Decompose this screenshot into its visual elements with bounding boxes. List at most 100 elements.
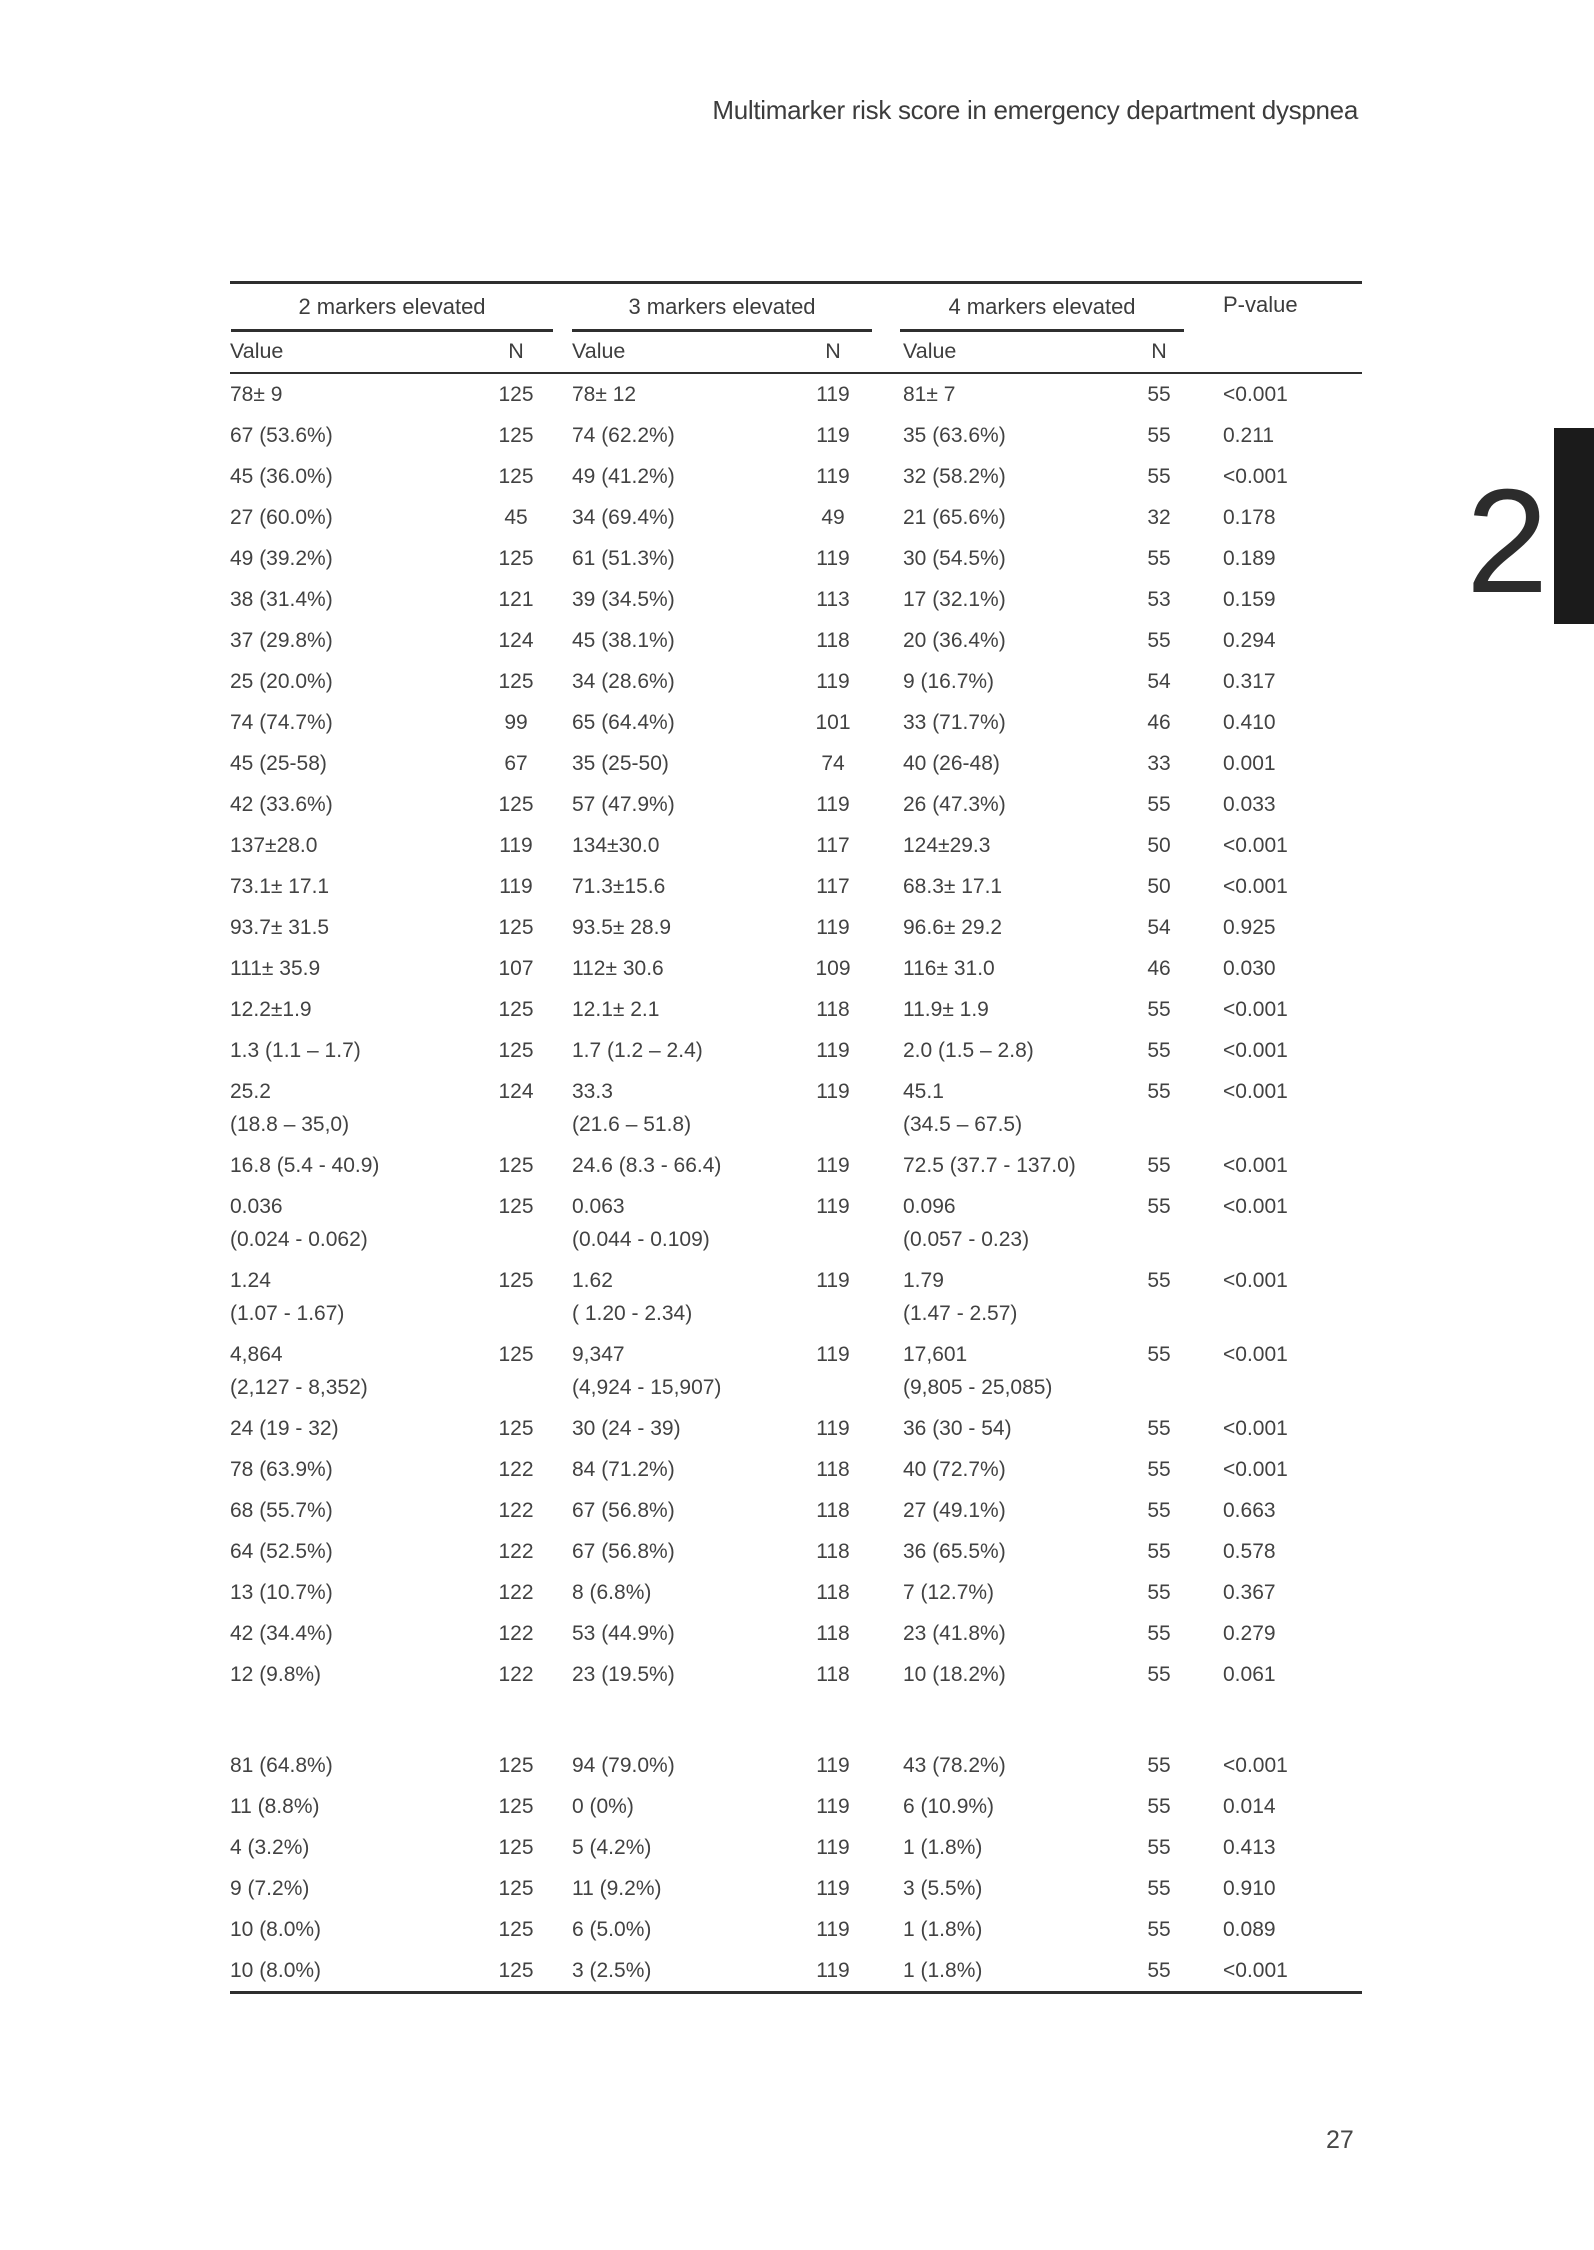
page-number: 27: [1326, 2126, 1354, 2154]
p-value-cell: 0.001: [1223, 752, 1276, 775]
value-cell: 42 (33.6%): [230, 793, 333, 816]
n-cell: 67: [504, 752, 528, 775]
value-cell: 61 (51.3%): [572, 547, 675, 570]
n-column-header: N: [793, 333, 873, 374]
p-value-cell: <0.001: [1223, 834, 1288, 857]
value-cell: 37 (29.8%): [230, 629, 333, 652]
value-cell: 96.6± 29.2: [903, 916, 1003, 939]
table-row: 25 (20.0%) 125 34 (28.6%) 119 9 (16.7%) 54 0.3…: [230, 661, 1362, 702]
n-cell: 101: [815, 711, 851, 734]
n-cell: 119: [816, 547, 850, 570]
table-row: 67 (53.6%) 125 74 (62.2%) 119 35 (63.6%) 55 0.…: [230, 415, 1362, 456]
n-cell: 125: [498, 916, 534, 939]
table-row: 45 (25-58) 67 35 (25-50) 74 40 (26-48) 33 0.00…: [230, 743, 1362, 784]
value-cell: 6 (10.9%): [903, 1795, 995, 1818]
value-cell: 0 (0%): [572, 1795, 634, 1818]
value-cell: 33 (71.7%): [903, 711, 1006, 734]
value-cell: 74 (74.7%): [230, 711, 333, 734]
n-cell: 125: [498, 1836, 534, 1859]
p-value-cell: 0.410: [1223, 711, 1276, 734]
value-cell: 12 (9.8%): [230, 1663, 322, 1686]
value-cell: 17 (32.1%): [903, 588, 1006, 611]
n-cell: 119: [499, 834, 533, 857]
subheader-row: Value N Value N Value N: [230, 333, 1362, 374]
table-row: 24 (19 - 32) 125 30 (24 - 39) 119 36 (30 - 5…: [230, 1408, 1362, 1449]
n-cell: 55: [1147, 1836, 1171, 1859]
n-cell: 122: [498, 1499, 534, 1522]
p-value-cell: <0.001: [1223, 465, 1288, 488]
value-cell: 23 (19.5%): [572, 1663, 675, 1686]
pvalue-column-header: P-value: [1185, 282, 1362, 374]
table-row: 78 (63.9%) 122 84 (71.2%) 118 40 (72.7%) 55 <0…: [230, 1449, 1362, 1490]
n-cell: 119: [499, 875, 533, 898]
n-cell: 119: [816, 1269, 850, 1292]
value-cell: 24.6 (8.3 - 66.4): [572, 1154, 722, 1177]
n-cell: 125: [498, 547, 534, 570]
spacer-cell: [230, 1695, 1362, 1745]
value-cell: 35 (25-50): [572, 752, 669, 775]
n-cell: 99: [504, 711, 528, 734]
value-column-header: Value: [873, 333, 1133, 374]
p-value-cell: 0.014: [1223, 1795, 1276, 1818]
p-value-cell: 0.279: [1223, 1622, 1276, 1645]
value-cell: 10 (18.2%): [903, 1663, 1006, 1686]
value-cell: 112± 30.6: [572, 957, 664, 980]
n-cell: 125: [498, 1417, 534, 1440]
n-cell: 125: [498, 1343, 534, 1366]
table-row: 10 (8.0%) 125 3 (2.5%) 119 1 (1.8%) 55 <0.001: [230, 1950, 1362, 1994]
p-value-cell: <0.001: [1223, 1154, 1288, 1177]
n-cell: 45: [504, 506, 528, 529]
n-cell: 55: [1147, 1622, 1171, 1645]
p-value-cell: 0.159: [1223, 588, 1276, 611]
p-value-cell: 0.925: [1223, 916, 1276, 939]
n-cell: 125: [498, 1918, 534, 1941]
value-cell: 1.24 (1.07 - 1.67): [230, 1269, 345, 1325]
p-value-cell: <0.001: [1223, 1039, 1288, 1062]
n-cell: 118: [816, 1663, 850, 1686]
value-cell: 36 (65.5%): [903, 1540, 1006, 1563]
n-cell: 119: [816, 1918, 850, 1941]
table-row: 1.24 (1.07 - 1.67) 125 1.62 ( 1.20 - 2.34)…: [230, 1260, 1362, 1334]
value-cell: 74 (62.2%): [572, 424, 675, 447]
results-table-body: 78± 9 125 78± 12 119 81± 7 55 <0.001 67 (53.6%)…: [230, 373, 1362, 1994]
value-cell: 40 (26-48): [903, 752, 1000, 775]
group-header-3-markers: 3 markers elevated: [554, 283, 873, 334]
n-cell: 119: [816, 1039, 850, 1062]
p-value-cell: 0.413: [1223, 1836, 1276, 1859]
section-spacer-row: [230, 1695, 1362, 1745]
n-cell: 118: [816, 1458, 850, 1481]
value-cell: 45 (25-58): [230, 752, 327, 775]
n-cell: 119: [816, 465, 850, 488]
n-cell: 55: [1147, 1540, 1171, 1563]
value-column-header: Value: [554, 333, 793, 374]
n-cell: 125: [498, 1269, 534, 1292]
results-table: 2 markers elevated 3 markers elevated 4 …: [230, 281, 1362, 1994]
table-row: 0.036 (0.024 - 0.062) 125 0.063 (0.044 - 0…: [230, 1186, 1362, 1260]
value-cell: 64 (52.5%): [230, 1540, 333, 1563]
n-cell: 55: [1147, 383, 1171, 406]
value-cell: 67 (56.8%): [572, 1540, 675, 1563]
value-cell: 1 (1.8%): [903, 1918, 983, 1941]
value-cell: 34 (28.6%): [572, 670, 675, 693]
value-column-header: Value: [230, 333, 478, 374]
n-cell: 118: [816, 1622, 850, 1645]
value-cell: 33.3 (21.6 – 51.8): [572, 1080, 692, 1136]
value-cell: 1 (1.8%): [903, 1836, 983, 1859]
n-cell: 107: [498, 957, 534, 980]
value-cell: 23 (41.8%): [903, 1622, 1006, 1645]
n-cell: 55: [1147, 1039, 1171, 1062]
p-value-cell: 0.030: [1223, 957, 1276, 980]
n-cell: 119: [816, 1154, 850, 1177]
n-cell: 118: [816, 1499, 850, 1522]
n-cell: 55: [1147, 1343, 1171, 1366]
n-cell: 50: [1147, 875, 1171, 898]
value-cell: 73.1± 17.1: [230, 875, 330, 898]
value-cell: 11.9± 1.9: [903, 998, 989, 1021]
p-value-cell: <0.001: [1223, 1269, 1288, 1292]
table-row: 11 (8.8%) 125 0 (0%) 119 6 (10.9%) 55 0.014: [230, 1786, 1362, 1827]
n-cell: 55: [1147, 1458, 1171, 1481]
n-cell: 33: [1147, 752, 1171, 775]
n-cell: 121: [498, 588, 534, 611]
value-cell: 1 (1.8%): [873, 1950, 1133, 1994]
n-cell: 119: [816, 1795, 850, 1818]
